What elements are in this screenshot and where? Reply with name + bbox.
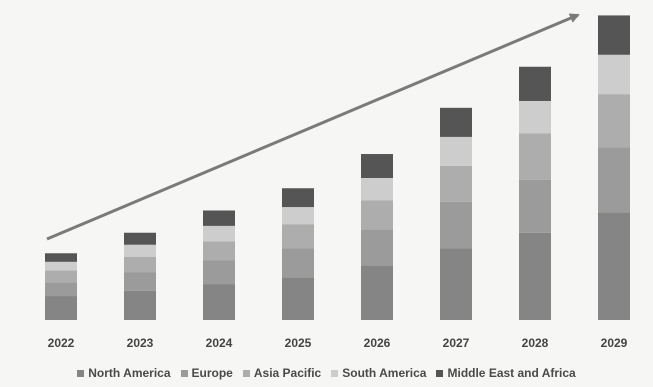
legend-swatch bbox=[242, 369, 250, 377]
x-tick-label: 2028 bbox=[522, 336, 549, 350]
bar-segment-2023-series-1 bbox=[124, 272, 156, 291]
bar-segment-2025-series-3 bbox=[282, 207, 314, 225]
bar-segment-2026-series-1 bbox=[361, 229, 393, 266]
legend-swatch bbox=[180, 369, 188, 377]
bar-segment-2024-series-4 bbox=[203, 210, 235, 226]
x-tick-label: 2029 bbox=[601, 336, 628, 350]
bar-segment-2026-series-0 bbox=[361, 265, 393, 320]
bar-segment-2027-series-2 bbox=[440, 166, 472, 202]
bar-segment-2029-series-2 bbox=[598, 94, 630, 148]
bar-segment-2024-series-1 bbox=[203, 260, 235, 285]
x-tick-label: 2023 bbox=[127, 336, 154, 350]
legend-label: Asia Pacific bbox=[253, 366, 322, 380]
x-tick-label: 2026 bbox=[364, 336, 391, 350]
bar-segment-2028-series-3 bbox=[519, 100, 551, 134]
bar-segment-2023-series-4 bbox=[124, 232, 156, 245]
legend-item: Asia Pacific bbox=[242, 366, 322, 380]
bar-segment-2027-series-1 bbox=[440, 201, 472, 249]
bar-segment-2029-series-0 bbox=[598, 212, 630, 320]
legend-item: South America bbox=[331, 366, 426, 380]
bar-segment-2022-series-3 bbox=[45, 261, 77, 271]
bar-segment-2024-series-2 bbox=[203, 241, 235, 261]
bar-segment-2028-series-4 bbox=[519, 66, 551, 101]
bar-segment-2028-series-2 bbox=[519, 133, 551, 180]
bar-segment-2029-series-3 bbox=[598, 54, 630, 95]
bar-segment-2023-series-3 bbox=[124, 244, 156, 257]
bar-segment-2023-series-0 bbox=[124, 290, 156, 320]
bar-segment-2025-series-1 bbox=[282, 248, 314, 278]
bar-segment-2029-series-4 bbox=[598, 15, 630, 55]
legend-label: North America bbox=[88, 366, 171, 380]
legend-swatch bbox=[436, 369, 444, 377]
legend-item: Europe bbox=[180, 366, 233, 380]
bar-segment-2024-series-0 bbox=[203, 284, 235, 320]
bar-segment-2026-series-3 bbox=[361, 177, 393, 201]
bar-segment-2022-series-4 bbox=[45, 253, 77, 262]
bar-segment-2022-series-1 bbox=[45, 282, 77, 297]
legend-swatch bbox=[77, 369, 85, 377]
bar-segment-2025-series-4 bbox=[282, 188, 314, 208]
legend-label: Europe bbox=[191, 366, 233, 380]
legend-swatch bbox=[331, 369, 339, 377]
legend-label: Middle East and Africa bbox=[447, 366, 576, 380]
legend-label: South America bbox=[342, 366, 427, 380]
growth-trend-arrow bbox=[46, 13, 580, 241]
legend-item: North America bbox=[77, 366, 171, 380]
bar-segment-2024-series-3 bbox=[203, 225, 235, 242]
bar-segment-2027-series-0 bbox=[440, 248, 472, 320]
bar-segment-2028-series-1 bbox=[519, 179, 551, 233]
x-tick-label: 2027 bbox=[443, 336, 470, 350]
x-tick-label: 2025 bbox=[285, 336, 312, 350]
bar-segment-2029-series-1 bbox=[598, 147, 630, 213]
bar-segment-2028-series-0 bbox=[519, 232, 551, 320]
bar-segment-2026-series-4 bbox=[361, 154, 393, 178]
bar-segment-2025-series-2 bbox=[282, 224, 314, 249]
legend-item: Middle East and Africa bbox=[436, 366, 576, 380]
bar-segment-2023-series-2 bbox=[124, 256, 156, 273]
x-tick-label: 2022 bbox=[48, 336, 75, 350]
bar-segment-2025-series-0 bbox=[282, 277, 314, 320]
bar-segment-2027-series-3 bbox=[440, 136, 472, 166]
x-tick-label: 2024 bbox=[206, 336, 233, 350]
chart-legend: North America Europe Asia Pacific South Ame… bbox=[0, 366, 653, 380]
bar-segment-2027-series-4 bbox=[440, 107, 472, 137]
bar-segment-2026-series-2 bbox=[361, 200, 393, 230]
bar-segment-2022-series-0 bbox=[45, 296, 77, 320]
bar-segment-2022-series-2 bbox=[45, 270, 77, 283]
